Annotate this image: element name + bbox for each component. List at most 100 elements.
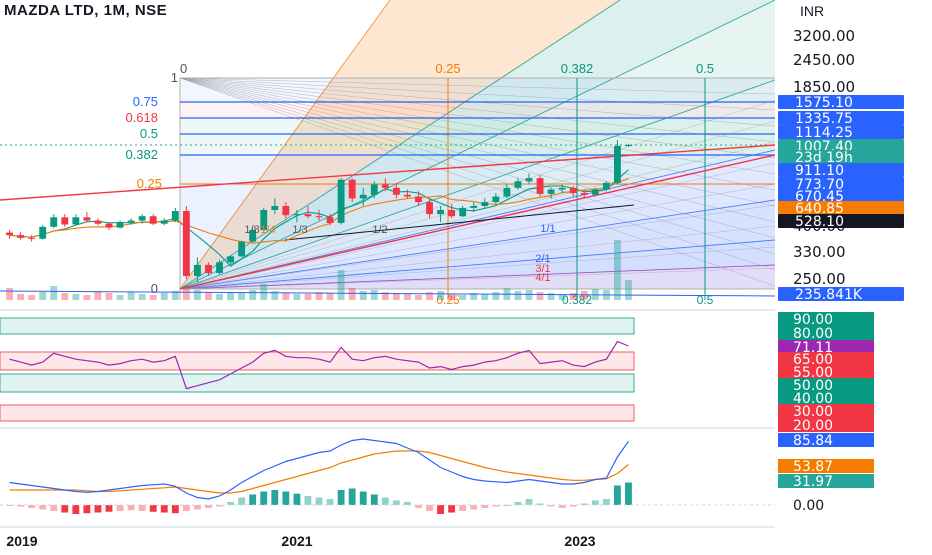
volume-bar [260, 284, 268, 300]
macd-histogram-bar [348, 488, 356, 505]
macd-histogram-bar [558, 505, 566, 508]
price-badge-label: 1335.75 [795, 111, 853, 127]
candle-body [94, 220, 102, 224]
candle-body [17, 235, 25, 238]
price-badge-label: 640.85 [795, 201, 844, 217]
macd-histogram-bar [72, 505, 80, 514]
fib-level-zone [180, 78, 775, 102]
price-badge [778, 214, 904, 228]
rsi-badge-label: 55.00 [793, 365, 833, 381]
rsi-badge-label: 80.00 [793, 326, 833, 342]
volume-bar [6, 288, 13, 300]
fib-level-zone [180, 102, 775, 118]
fib-speed-line [179, 77, 776, 175]
candle-body [525, 178, 533, 182]
candle-body [304, 214, 312, 217]
fib-speed-line [179, 77, 776, 271]
fib-level-zone [180, 184, 775, 289]
candle-body [381, 184, 389, 188]
gann-fan-ray [179, 239, 776, 290]
candle-body [514, 181, 522, 188]
candle-body [359, 194, 367, 199]
price-badge-label: 911.10 [795, 163, 844, 179]
rsi-badge [778, 312, 874, 326]
volume-bar [17, 294, 25, 300]
macd-badge [778, 459, 874, 473]
macd-histogram-bar [149, 505, 157, 512]
macd-histogram-bar [83, 505, 91, 514]
macd-histogram-bar [94, 505, 102, 513]
volume-bar [547, 293, 555, 300]
price-axis[interactable]: INR3200.002450.001850.00400.00330.00250.… [6, 0, 932, 550]
price-badge [778, 287, 904, 301]
candle-body [227, 256, 235, 263]
fib-level-label: 0.75 [133, 94, 158, 109]
macd-histogram-bar [138, 505, 146, 511]
rsi-badge-label: 65.00 [793, 352, 833, 368]
volume-bar [238, 292, 246, 300]
macd-histogram-bar [304, 496, 312, 505]
price-badge [778, 189, 904, 203]
price-badge [778, 111, 904, 125]
fib-level-label: 0.25 [137, 176, 162, 191]
macd-histogram-bar [127, 505, 135, 511]
candle-body [547, 189, 555, 194]
macd-histogram-bar [39, 505, 47, 510]
candle-body [415, 196, 422, 203]
rsi-badge-label: 90.00 [793, 312, 833, 328]
volume-bar [415, 295, 422, 300]
volume-bar [426, 292, 433, 300]
gann-ratio-label: 4/1 [535, 272, 550, 284]
price-tick-label: 1850.00 [793, 78, 855, 96]
candle-body [315, 216, 323, 218]
fib-speed-line [179, 183, 776, 290]
macd-histogram-bar [50, 505, 58, 511]
macd-histogram-bar [315, 497, 323, 505]
macd-histogram-bar [613, 485, 621, 505]
macd-histogram-bar [514, 502, 522, 505]
time-axis-label: 2023 [564, 533, 595, 549]
rsi-badge [778, 352, 874, 366]
price-badge-label: 528.10 [795, 214, 844, 230]
rsi-badge [778, 404, 874, 418]
price-tick-label: 250.00 [793, 270, 846, 288]
candle-body [182, 210, 190, 276]
fib-level-zone [180, 118, 775, 134]
macd-histogram-bar [426, 505, 433, 511]
volume-bar [514, 291, 522, 300]
macd-histogram-bar [116, 505, 124, 511]
macd-histogram-bar [448, 505, 456, 513]
volume-bar [315, 292, 323, 300]
fib-level-label: 0.5 [140, 126, 158, 141]
rsi-band-90-80 [0, 317, 635, 335]
rsi-badge-label: 40.00 [793, 391, 833, 407]
macd-histogram-bar [392, 500, 400, 505]
volume-bar [326, 293, 334, 300]
rsi-badge [778, 365, 874, 379]
volume-bar [61, 293, 69, 300]
fib-time-label: 0.5 [696, 61, 714, 76]
fib-time-label-bottom: 0.25 [436, 293, 460, 307]
macd-histogram-bar [403, 502, 411, 505]
macd-histogram-bar [492, 505, 500, 507]
rsi-badge-label: 30.00 [793, 404, 833, 420]
fib-speed-line [179, 77, 776, 287]
volume-bar [182, 286, 190, 300]
rsi-line [9, 340, 629, 390]
rsi-badge [778, 326, 874, 340]
volume-bar [492, 292, 500, 300]
price-badge-label: 23d 19h [795, 150, 853, 166]
candle-body [28, 237, 36, 239]
macd-histogram-bar [293, 493, 301, 505]
gann-ratio-label: 2/1 [535, 253, 550, 265]
macd-histogram-bar [370, 494, 378, 505]
price-tick-label: 3200.00 [793, 27, 855, 45]
volume-ma [0, 290, 776, 297]
macd-histogram-bar [271, 490, 279, 505]
volume-bar [138, 294, 146, 300]
candle-body [6, 232, 13, 236]
ema-slow [9, 178, 629, 244]
